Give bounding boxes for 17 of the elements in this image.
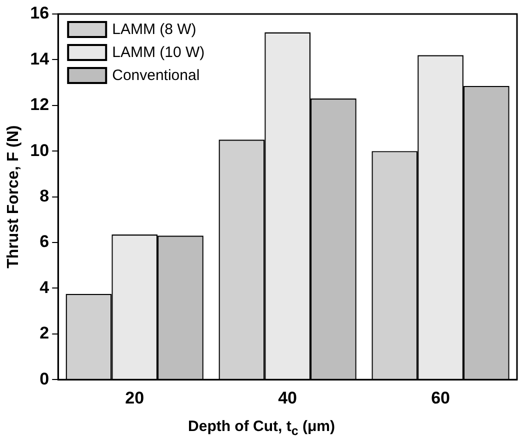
legend-label: LAMM (8 W) (112, 21, 196, 38)
x-tick-label: 60 (431, 388, 450, 408)
y-tick-label: 10 (30, 140, 50, 160)
x-tick-label: 40 (278, 388, 298, 408)
y-tick-label: 0 (40, 369, 50, 388)
legend-label: LAMM (10 W) (112, 44, 205, 62)
y-tick-label: 4 (40, 278, 50, 297)
y-tick-label: 6 (40, 232, 50, 252)
y-tick-label: 12 (30, 95, 50, 114)
y-axis-title: Thrust Force, F (N) (5, 125, 22, 268)
legend-label: Conventional (112, 67, 200, 84)
y-tick-label: 2 (40, 324, 50, 343)
x-tick-label: 20 (125, 388, 144, 408)
y-tick-label: 14 (30, 49, 50, 68)
y-tick-label: 16 (30, 4, 50, 23)
x-axis-title: Depth of Cut, t$_{c}$ (μm) (187, 418, 336, 438)
y-tick-label: 8 (40, 186, 50, 206)
